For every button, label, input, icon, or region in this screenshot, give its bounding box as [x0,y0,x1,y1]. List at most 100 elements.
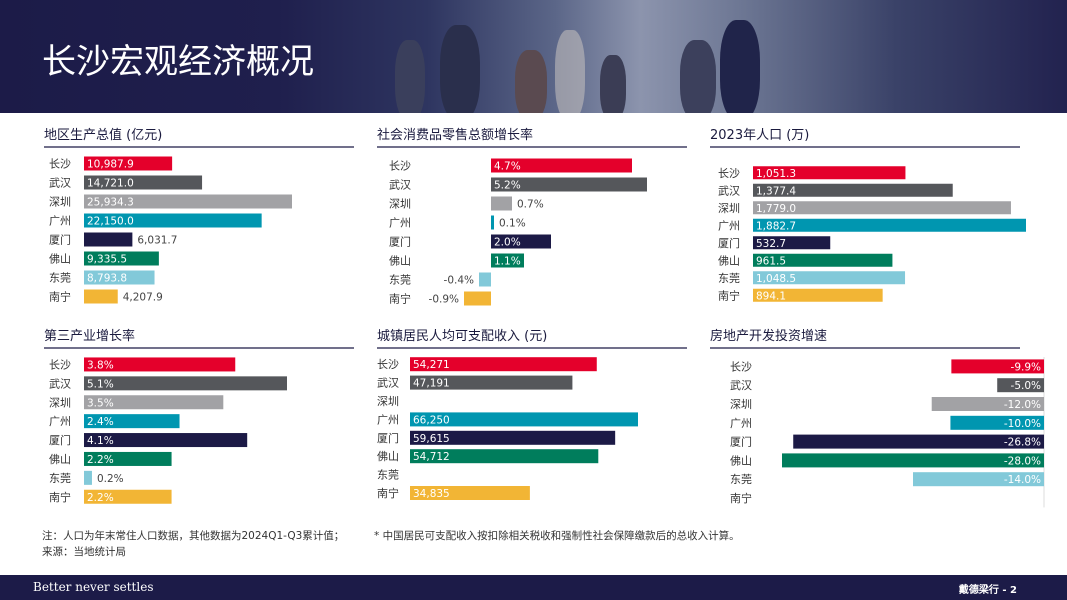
data-label: -9.9% [1011,361,1041,373]
category-label: 厦门 [730,435,752,449]
data-label: 14,721.0 [87,178,134,190]
bar [793,434,1044,449]
bar [84,251,159,266]
data-label: 6,031.7 [137,235,177,247]
bar [753,236,831,250]
category-label: 南宁 [718,288,740,302]
category-label: 武汉 [49,177,71,190]
category-label: 深圳 [49,396,71,409]
category-label: 长沙 [49,158,71,171]
data-label: 4.1% [87,435,114,447]
chart-svg: 长沙 10,987.9 武汉 14,721.0 深圳 25,934.3 广州 22,150.0… [44,146,354,304]
category-label: 深圳 [49,196,71,209]
bar [84,357,236,372]
bar [997,378,1044,393]
chart-gdp: 地区生产总值 (亿元) 长沙 10,987.9 武汉 14,721.0 深圳 25,934.… [44,124,354,310]
bar [410,412,638,427]
chart-title: 2023年人口 (万) [710,128,810,143]
bar [753,201,1011,215]
bar [84,470,92,485]
bar [84,489,172,504]
bar [84,395,224,410]
street-photo-figure [680,40,716,113]
data-label: -0.4% [444,275,474,287]
category-label: 武汉 [389,179,411,192]
data-label: 25,934.3 [87,197,134,209]
street-photo-figure [600,55,626,113]
bar [491,196,512,211]
data-label: 1.1% [494,256,521,268]
data-label: 0.2% [97,473,124,485]
bar [753,183,953,197]
data-label: 1,377.4 [756,185,796,197]
bar [931,397,1044,411]
category-label: 东莞 [389,274,411,287]
bar [753,166,906,180]
chart-income: 城镇居民人均可支配收入 (元) 长沙 54,271 武汉 47,191 深圳 广州 66,25… [377,325,687,511]
category-label: 东莞 [718,272,740,285]
bar [410,449,599,464]
data-label: 9,335.5 [87,254,127,266]
category-label: 东莞 [49,472,71,485]
bar [84,451,172,466]
category-label: 厦门 [49,433,71,447]
data-label: 4.7% [494,161,521,173]
income-footnote: * 中国居民可支配收入按扣除相关税收和强制性社会保障缴款后的总收入计算。 [374,530,740,542]
category-label: 深圳 [377,395,399,408]
bar [950,415,1044,430]
data-label: 5.2% [494,180,521,192]
category-label: 东莞 [730,473,752,486]
data-label: 54,712 [413,451,450,463]
chart-title: 第三产业增长率 [44,329,136,344]
category-label: 东莞 [377,469,399,482]
street-photo-figure [440,25,480,113]
chart-realestate: 房地产开发投资增速 长沙 -9.9% 武汉 -5.0% 深圳 -12.0% 广州 -10.0% 厦… [710,325,1050,511]
category-label: 南宁 [49,490,71,504]
bar [84,433,248,448]
chart-svg: 长沙 4.7% 武汉 5.2% 深圳 0.7% 广州 0.1% 厦门 2.0% 佛山 1.1% 东莞 -0… [377,146,687,306]
bar [84,232,133,247]
category-label: 广州 [49,215,71,228]
category-label: 广州 [49,415,71,428]
note-line-2: 来源：当地统计局 [42,546,126,558]
page-title: 长沙宏观经济概况 [42,42,314,82]
bar [84,156,173,171]
bar [410,486,530,500]
data-label: 4,207.9 [123,292,163,304]
category-label: 厦门 [377,431,399,445]
category-label: 广州 [377,413,399,426]
data-label: -0.9% [429,294,459,306]
data-label: -28.0% [1004,455,1041,467]
bar [84,194,292,209]
data-label: 1,779.0 [756,203,796,215]
category-label: 深圳 [718,202,740,215]
data-label: 2.0% [494,237,521,249]
bar [84,376,287,391]
street-photo-figure [720,20,760,113]
data-label: -12.0% [1004,399,1041,411]
bar [753,288,883,302]
chart-svg: 长沙 3.8% 武汉 5.1% 深圳 3.5% 广州 2.4% 厦门 4.1% 佛山 2.2% 东莞 0.… [44,347,354,504]
data-label: 47,191 [413,378,450,390]
category-label: 广州 [718,219,740,232]
data-label: -10.0% [1004,418,1041,430]
data-label: -26.8% [1004,437,1041,449]
note-line-1: 注：人口为年末常住人口数据，其他数据为2024Q1-Q3累计值； [42,530,345,542]
category-label: 长沙 [730,360,752,373]
category-label: 长沙 [49,358,71,371]
data-label: 0.7% [517,199,544,211]
data-label: 3.5% [87,397,114,409]
bar [84,270,155,285]
bar [479,272,491,287]
chart-retail: 社会消费品零售总额增长率 长沙 4.7% 武汉 5.2% 深圳 0.7% 广州 0.1% 厦门 2.… [377,124,687,310]
data-label: 2.4% [87,416,114,428]
bar [84,414,180,429]
data-label: 532.7 [756,238,786,250]
category-label: 佛山 [718,254,740,267]
category-label: 长沙 [377,358,399,371]
chart-svg: 长沙 -9.9% 武汉 -5.0% 深圳 -12.0% 广州 -10.0% 厦门 -26.8% 佛山… [710,347,1045,508]
bar [491,177,647,192]
footer-slogan: Better never settles [33,580,154,594]
data-label: -5.0% [1011,380,1041,392]
